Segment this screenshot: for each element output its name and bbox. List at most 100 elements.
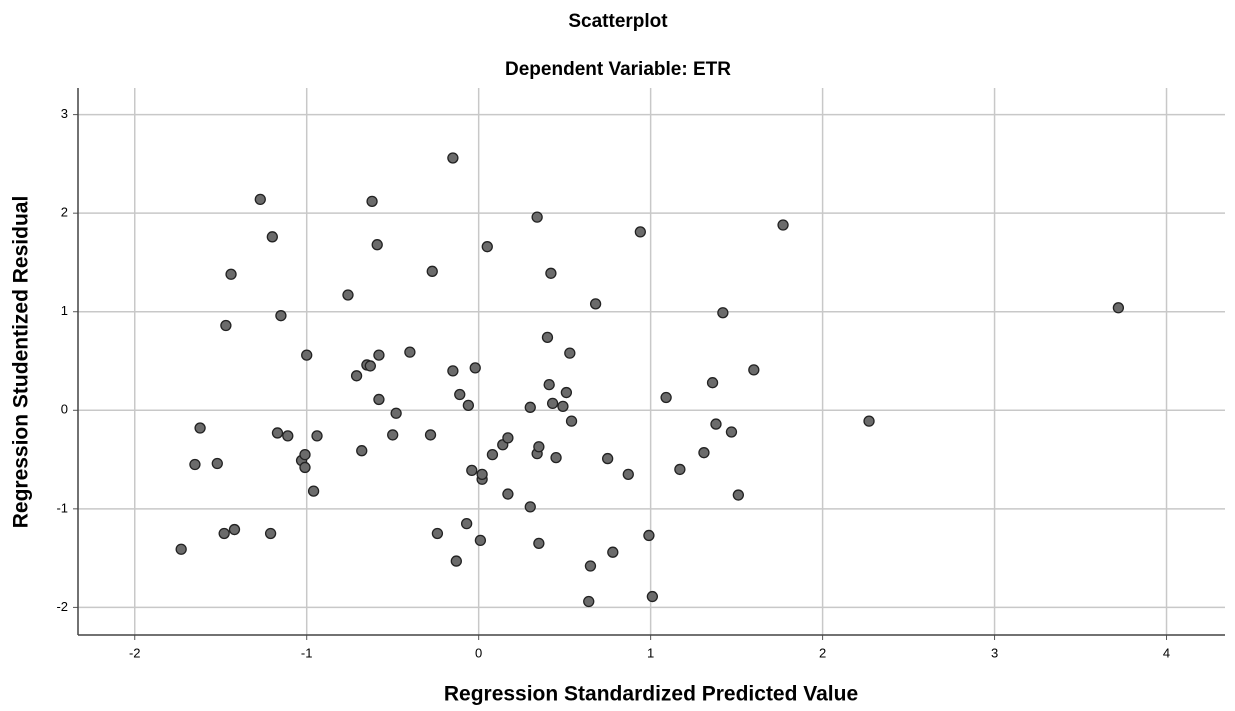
point [218,527,230,540]
point [660,391,672,404]
point [266,231,278,243]
y-tick-label: 3 [61,106,68,121]
point [486,448,499,461]
chart-subtitle: Dependent Variable: ETR [505,59,731,80]
point [543,379,555,391]
point [524,501,536,513]
point [307,485,320,497]
x-tick-label: -2 [129,645,141,660]
point [175,543,187,555]
y-tick-label: -2 [56,599,68,614]
point [311,430,323,442]
x-tick-label: 3 [991,645,998,660]
point [342,289,354,301]
point [474,534,487,547]
point [282,430,294,442]
point [607,546,619,558]
chart-title: Scatterplot [568,11,668,32]
point [674,463,686,476]
x-axis-title: Regression Standardized Predicted Value [444,683,858,706]
point [404,346,416,358]
point [589,298,602,310]
point [622,468,634,480]
point [390,407,402,419]
point [481,241,493,253]
y-tick-label: 1 [61,303,68,318]
point [584,560,597,572]
point [275,310,287,322]
point [194,422,206,434]
point [373,349,385,361]
point [646,590,659,603]
point [371,239,383,251]
point [502,432,514,444]
point [424,429,437,441]
point [454,388,466,401]
point [698,447,710,459]
point [469,362,481,374]
y-tick-label: -1 [56,500,68,515]
x-tick-label: 1 [647,645,654,660]
point [356,445,368,457]
point [211,457,223,470]
point [502,488,514,500]
point [466,464,478,477]
point [254,193,266,206]
point [732,489,744,501]
point [462,399,475,412]
point [531,211,543,223]
point [777,219,789,231]
point [533,441,545,453]
point [601,452,614,465]
x-tick-label: 0 [475,645,482,660]
y-tick-label: 2 [61,205,68,220]
point [450,555,462,567]
point [533,537,545,549]
point [426,265,438,277]
point [301,349,313,361]
point [634,226,646,238]
point [725,426,738,438]
point [264,527,277,540]
point [717,307,729,319]
point [863,415,875,427]
x-tick-label: 4 [1163,645,1170,660]
x-tick-label: 2 [819,645,826,660]
point [643,529,655,542]
point [557,400,569,412]
point [299,448,311,461]
point [366,195,378,207]
point [447,365,459,377]
x-tick-label: -1 [301,645,313,660]
point [546,397,559,410]
point [225,268,237,280]
point [1112,302,1125,314]
point [373,393,385,406]
point [460,517,473,530]
point [228,523,241,536]
point [476,468,488,480]
point [583,595,595,608]
point [299,461,311,474]
point [706,377,719,389]
y-tick-label: 0 [61,402,68,417]
point [271,427,284,439]
point [364,360,376,372]
point [387,429,399,441]
point [189,458,201,471]
point [524,401,536,413]
point [447,152,459,164]
point [220,319,232,332]
point [748,364,760,376]
point [541,331,554,344]
point [560,386,573,399]
point [565,415,578,427]
point [550,451,562,464]
point [564,347,576,359]
point [350,370,363,382]
point [710,418,722,430]
point [431,527,444,540]
y-axis-title: Regression Studentized Residual [10,196,33,529]
